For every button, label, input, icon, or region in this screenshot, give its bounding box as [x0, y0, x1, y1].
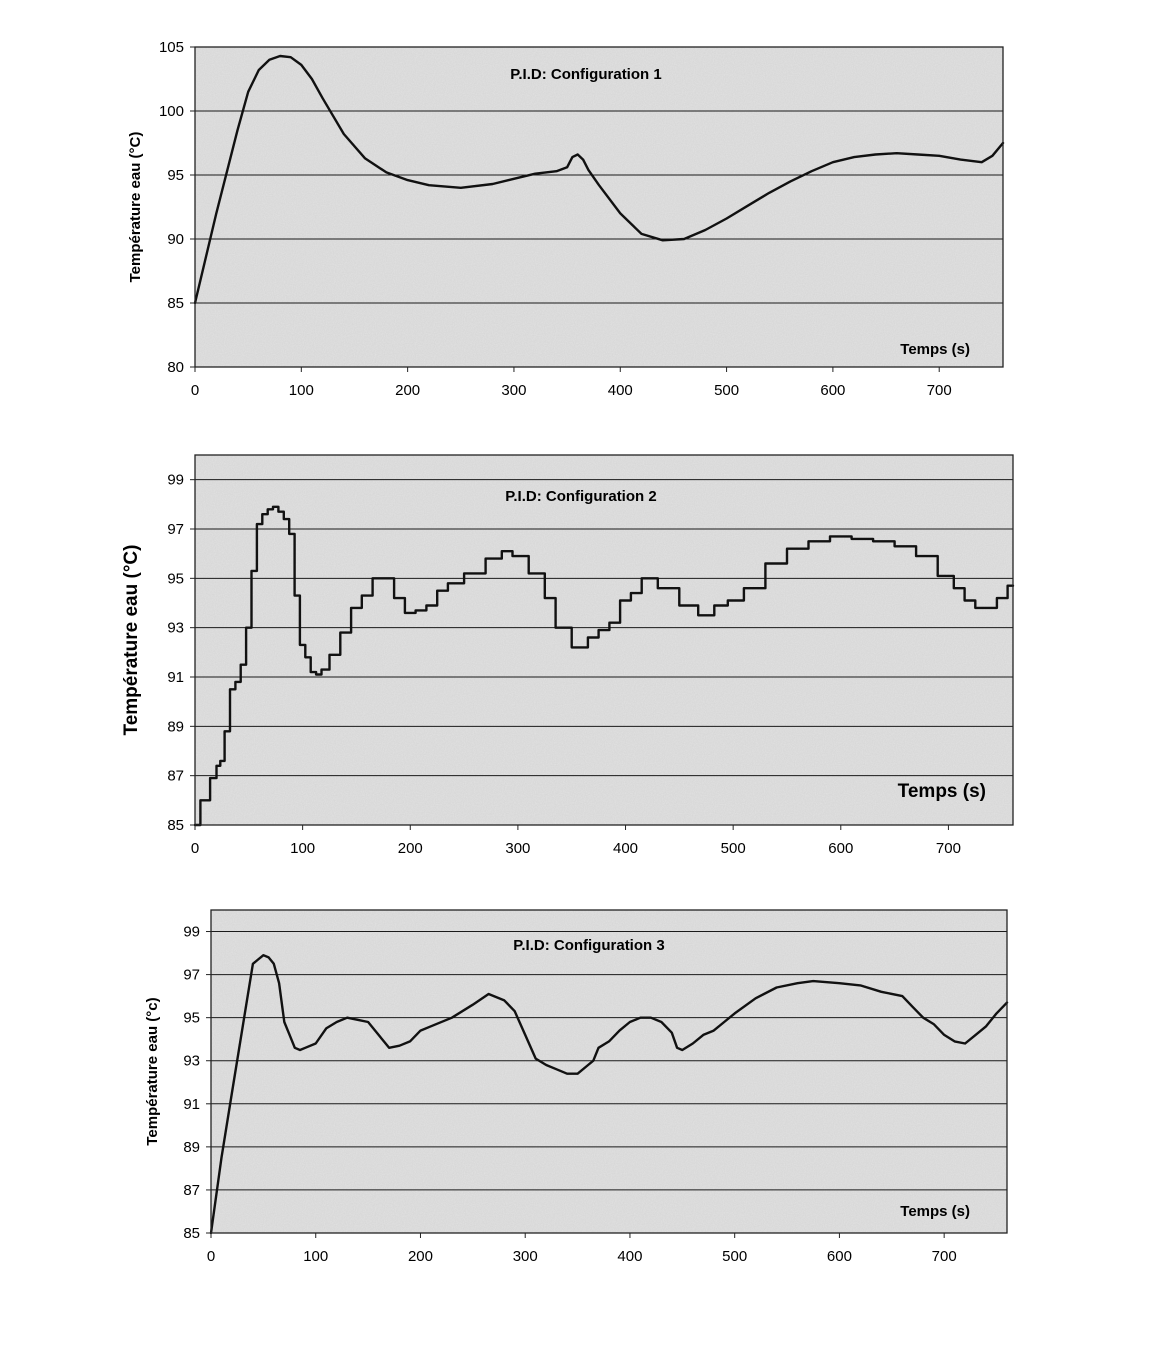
chart-1: 80 85 90 95 100 105 0 100 200 300 400 500 600 700 P.… [127, 39, 1005, 399]
x-tick-label: 700 [936, 840, 961, 857]
x-tick-label: 700 [927, 382, 952, 399]
plot-texture [195, 455, 1013, 825]
y-tick-label: 95 [167, 570, 184, 587]
y-tick-label: 95 [183, 1010, 200, 1027]
y-tick-label: 87 [167, 768, 184, 785]
y-tick-label: 93 [183, 1053, 200, 1070]
x-tick-label: 600 [827, 1248, 852, 1265]
x-tick-label: 400 [608, 382, 633, 399]
x-tick-label: 700 [932, 1248, 957, 1265]
x-tick-label: 100 [303, 1248, 328, 1265]
x-tick-label: 0 [191, 382, 199, 399]
chart-title: P.I.D: Configuration 3 [513, 937, 664, 954]
plot-frame [210, 909, 1008, 1234]
y-tick-label: 85 [183, 1225, 200, 1242]
y-tick-label: 89 [167, 718, 184, 735]
chart-title: P.I.D: Configuration 2 [505, 488, 656, 505]
x-tick-label: 400 [617, 1248, 642, 1265]
plot-texture [211, 910, 1007, 1233]
y-axis-label: Température eau (°C) [121, 545, 142, 736]
y-tick-label: 97 [183, 967, 200, 984]
x-tick-label: 500 [714, 382, 739, 399]
y-axis: 85 87 89 91 93 95 97 99 [183, 924, 211, 1242]
y-tick-label: 95 [167, 167, 184, 184]
temperature-line [193, 54, 1005, 305]
x-tick-label: 400 [613, 840, 638, 857]
x-tick-label: 300 [505, 840, 530, 857]
x-axis: 0 100 200 300 400 500 600 700 [207, 1233, 957, 1265]
x-axis: 0 100 200 300 400 500 600 700 [191, 367, 952, 399]
y-tick-label: 100 [159, 103, 184, 120]
y-tick-label: 93 [167, 620, 184, 637]
y-tick-label: 89 [183, 1139, 200, 1156]
plot-texture [195, 47, 1003, 367]
plot-frame [194, 46, 1004, 368]
x-tick-label: 600 [820, 382, 845, 399]
x-tick-label: 300 [513, 1248, 538, 1265]
plot-frame [194, 454, 1014, 826]
x-axis-label: Temps (s) [898, 781, 986, 802]
x-tick-label: 500 [722, 1248, 747, 1265]
y-axis-label: Température eau (°C) [127, 132, 144, 283]
x-tick-label: 600 [828, 840, 853, 857]
x-axis: 0 100 200 300 400 500 600 700 [191, 825, 961, 857]
chart-title: P.I.D: Configuration 1 [510, 66, 661, 83]
y-tick-label: 90 [167, 231, 184, 248]
y-tick-label: 99 [167, 472, 184, 489]
temperature-line [193, 505, 1015, 827]
y-axis-label: Température eau (°c) [144, 997, 161, 1145]
x-tick-label: 300 [501, 382, 526, 399]
x-tick-label: 200 [408, 1248, 433, 1265]
x-tick-label: 200 [395, 382, 420, 399]
x-tick-label: 100 [290, 840, 315, 857]
x-tick-label: 500 [721, 840, 746, 857]
x-tick-label: 100 [289, 382, 314, 399]
y-tick-label: 85 [167, 817, 184, 834]
y-tick-label: 105 [159, 39, 184, 56]
y-axis: 80 85 90 95 100 105 [159, 39, 195, 376]
x-tick-label: 200 [398, 840, 423, 857]
y-tick-label: 85 [167, 295, 184, 312]
x-axis-label: Temps (s) [900, 1203, 970, 1220]
y-tick-label: 80 [167, 359, 184, 376]
x-axis-label: Temps (s) [900, 341, 970, 358]
y-tick-label: 87 [183, 1182, 200, 1199]
y-tick-label: 99 [183, 924, 200, 941]
y-axis: 85 87 89 91 93 95 97 99 [167, 472, 195, 834]
temperature-line [209, 954, 1009, 1235]
y-tick-label: 91 [167, 669, 184, 686]
x-tick-label: 0 [191, 840, 199, 857]
x-tick-label: 0 [207, 1248, 215, 1265]
y-tick-label: 91 [183, 1096, 200, 1113]
y-tick-label: 97 [167, 521, 184, 538]
